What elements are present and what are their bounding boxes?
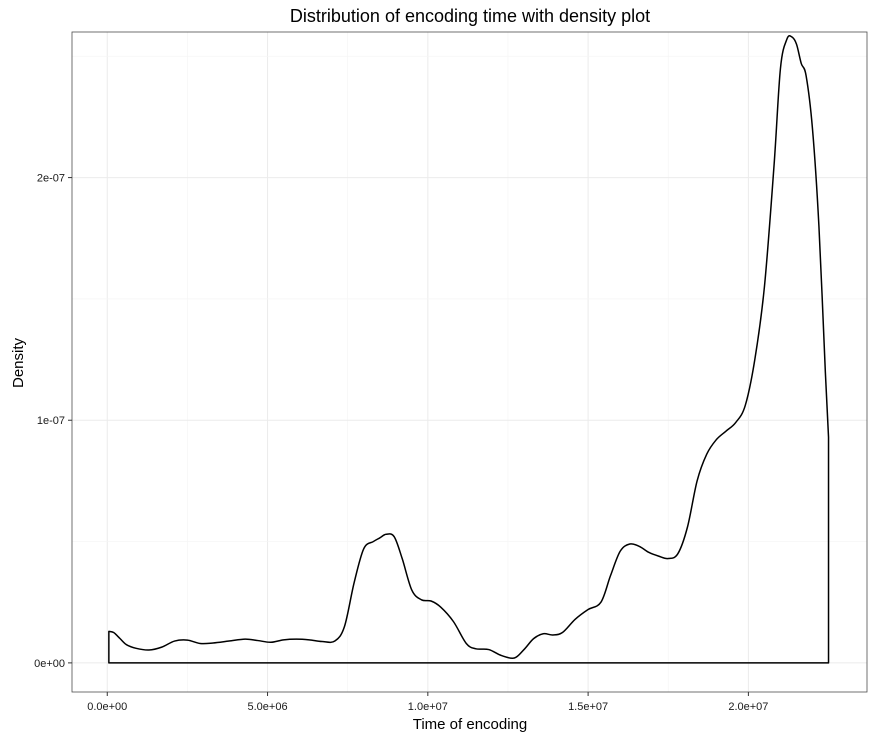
x-tick-label: 1.0e+07 bbox=[408, 701, 448, 713]
grid-layer bbox=[72, 32, 867, 692]
x-tick-label: 5.0e+06 bbox=[248, 701, 288, 713]
y-tick-label: 1e-07 bbox=[37, 415, 65, 427]
x-tick-label: 1.5e+07 bbox=[568, 701, 608, 713]
data-layer bbox=[108, 35, 830, 664]
y-tick-label: 0e+00 bbox=[34, 658, 65, 670]
y-tick-label: 2e-07 bbox=[37, 173, 65, 185]
plot-border bbox=[71, 31, 868, 693]
x-tick-label: 2.0e+07 bbox=[728, 701, 768, 713]
y-axis-title: Density bbox=[10, 337, 27, 388]
x-axis-title: Time of encoding bbox=[413, 716, 528, 733]
chart-title: Distribution of encoding time with densi… bbox=[290, 6, 650, 26]
density-curve bbox=[108, 35, 830, 664]
x-tick-label: 0.0e+00 bbox=[87, 701, 127, 713]
x-tick-layer: 0.0e+00 5.0e+06 1.0e+07 1.5e+07 2.0e+07 bbox=[87, 692, 768, 713]
y-tick-layer: 0e+00 1e-07 2e-07 bbox=[34, 173, 72, 670]
